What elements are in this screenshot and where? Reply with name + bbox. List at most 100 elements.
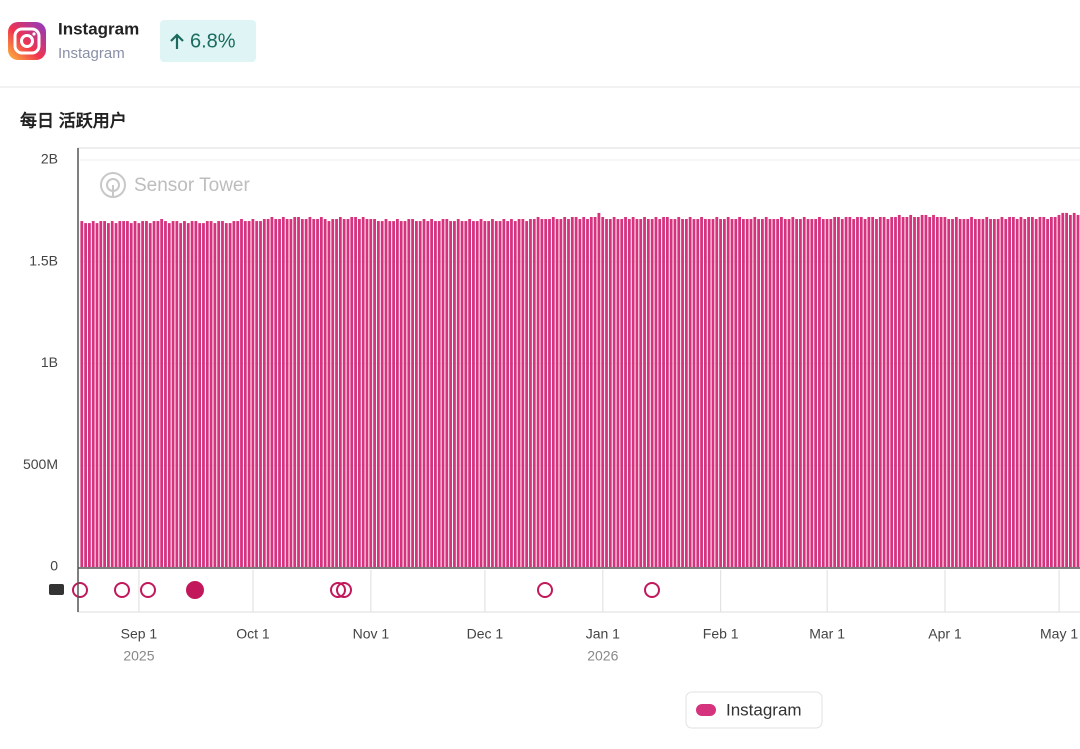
bar — [643, 216, 646, 568]
bar — [198, 223, 202, 567]
bar — [221, 221, 224, 568]
bar — [99, 221, 103, 568]
bar — [186, 223, 190, 567]
up-arrow — [170, 33, 184, 49]
bar — [304, 219, 308, 567]
bar — [350, 216, 354, 568]
bar — [472, 221, 475, 568]
bar — [331, 219, 335, 567]
bar — [905, 216, 909, 568]
bar — [787, 219, 791, 567]
bar — [122, 221, 126, 568]
bar — [662, 216, 665, 568]
bar — [559, 219, 563, 567]
bar — [783, 219, 787, 567]
bar — [707, 219, 711, 567]
bar — [795, 219, 799, 567]
bar — [593, 216, 597, 568]
bar — [654, 216, 658, 568]
bar — [688, 216, 692, 568]
app-icon — [8, 22, 46, 60]
bar — [890, 216, 894, 568]
bar — [1011, 216, 1015, 568]
bar — [1072, 212, 1076, 567]
bar — [1065, 212, 1068, 567]
bar — [95, 223, 99, 567]
bar — [498, 221, 502, 568]
bar — [821, 219, 825, 567]
bar — [749, 219, 753, 567]
bar — [996, 219, 1000, 567]
bar — [962, 219, 966, 567]
bar — [852, 219, 856, 567]
bar — [681, 219, 684, 567]
bar — [240, 219, 243, 567]
x-tick-label: Dec 1 — [467, 626, 504, 642]
bar — [426, 221, 430, 568]
bar — [1034, 219, 1038, 567]
bar — [802, 216, 806, 568]
bar — [1004, 219, 1008, 567]
bar — [901, 216, 905, 568]
bar — [1046, 219, 1049, 567]
legend-swatch — [696, 704, 716, 716]
bar — [525, 221, 529, 568]
bar — [251, 219, 255, 567]
bar — [932, 214, 935, 567]
bar — [665, 216, 669, 568]
change-value: 6.8% — [190, 30, 236, 52]
bar — [646, 219, 650, 567]
bar — [437, 221, 441, 568]
event-markers — [49, 581, 660, 599]
bar — [913, 216, 916, 568]
bar — [844, 216, 848, 568]
bar — [164, 221, 167, 568]
bar — [532, 219, 536, 567]
bar — [456, 219, 460, 567]
bar — [494, 221, 498, 568]
bar — [741, 219, 745, 567]
bar — [814, 219, 818, 567]
bar — [939, 216, 943, 568]
bar — [1030, 216, 1034, 568]
bar — [924, 214, 928, 567]
bar — [711, 219, 715, 567]
y-tick-label: 2B — [41, 151, 58, 167]
bar — [376, 221, 380, 568]
bar — [608, 219, 612, 567]
bar — [262, 219, 266, 567]
bar — [867, 216, 871, 568]
bar — [548, 219, 551, 567]
bar — [88, 223, 91, 567]
bar — [183, 221, 186, 568]
bar — [289, 219, 293, 567]
bar — [475, 221, 479, 568]
bar — [856, 216, 859, 568]
bar — [734, 219, 738, 567]
bar — [639, 219, 643, 567]
x-tick-label: Jan 1 — [586, 626, 620, 642]
bar — [612, 216, 616, 568]
bar — [270, 216, 274, 568]
bar — [293, 216, 297, 568]
legend-box[interactable] — [685, 691, 823, 729]
bar — [981, 219, 985, 567]
bar — [278, 219, 281, 567]
bar — [992, 219, 996, 567]
bar — [601, 216, 605, 568]
bar — [658, 219, 662, 567]
x-tick-label: Oct 1 — [236, 626, 270, 642]
bar — [502, 219, 506, 567]
bar — [319, 216, 323, 568]
bar — [669, 219, 673, 567]
y-tick-label: 1.5B — [29, 252, 58, 268]
bar — [722, 219, 726, 567]
bar — [373, 219, 376, 567]
bar — [878, 216, 882, 568]
bar — [696, 219, 700, 567]
bar — [338, 216, 342, 568]
bar — [574, 216, 578, 568]
bar — [897, 214, 901, 567]
bar — [555, 219, 559, 567]
